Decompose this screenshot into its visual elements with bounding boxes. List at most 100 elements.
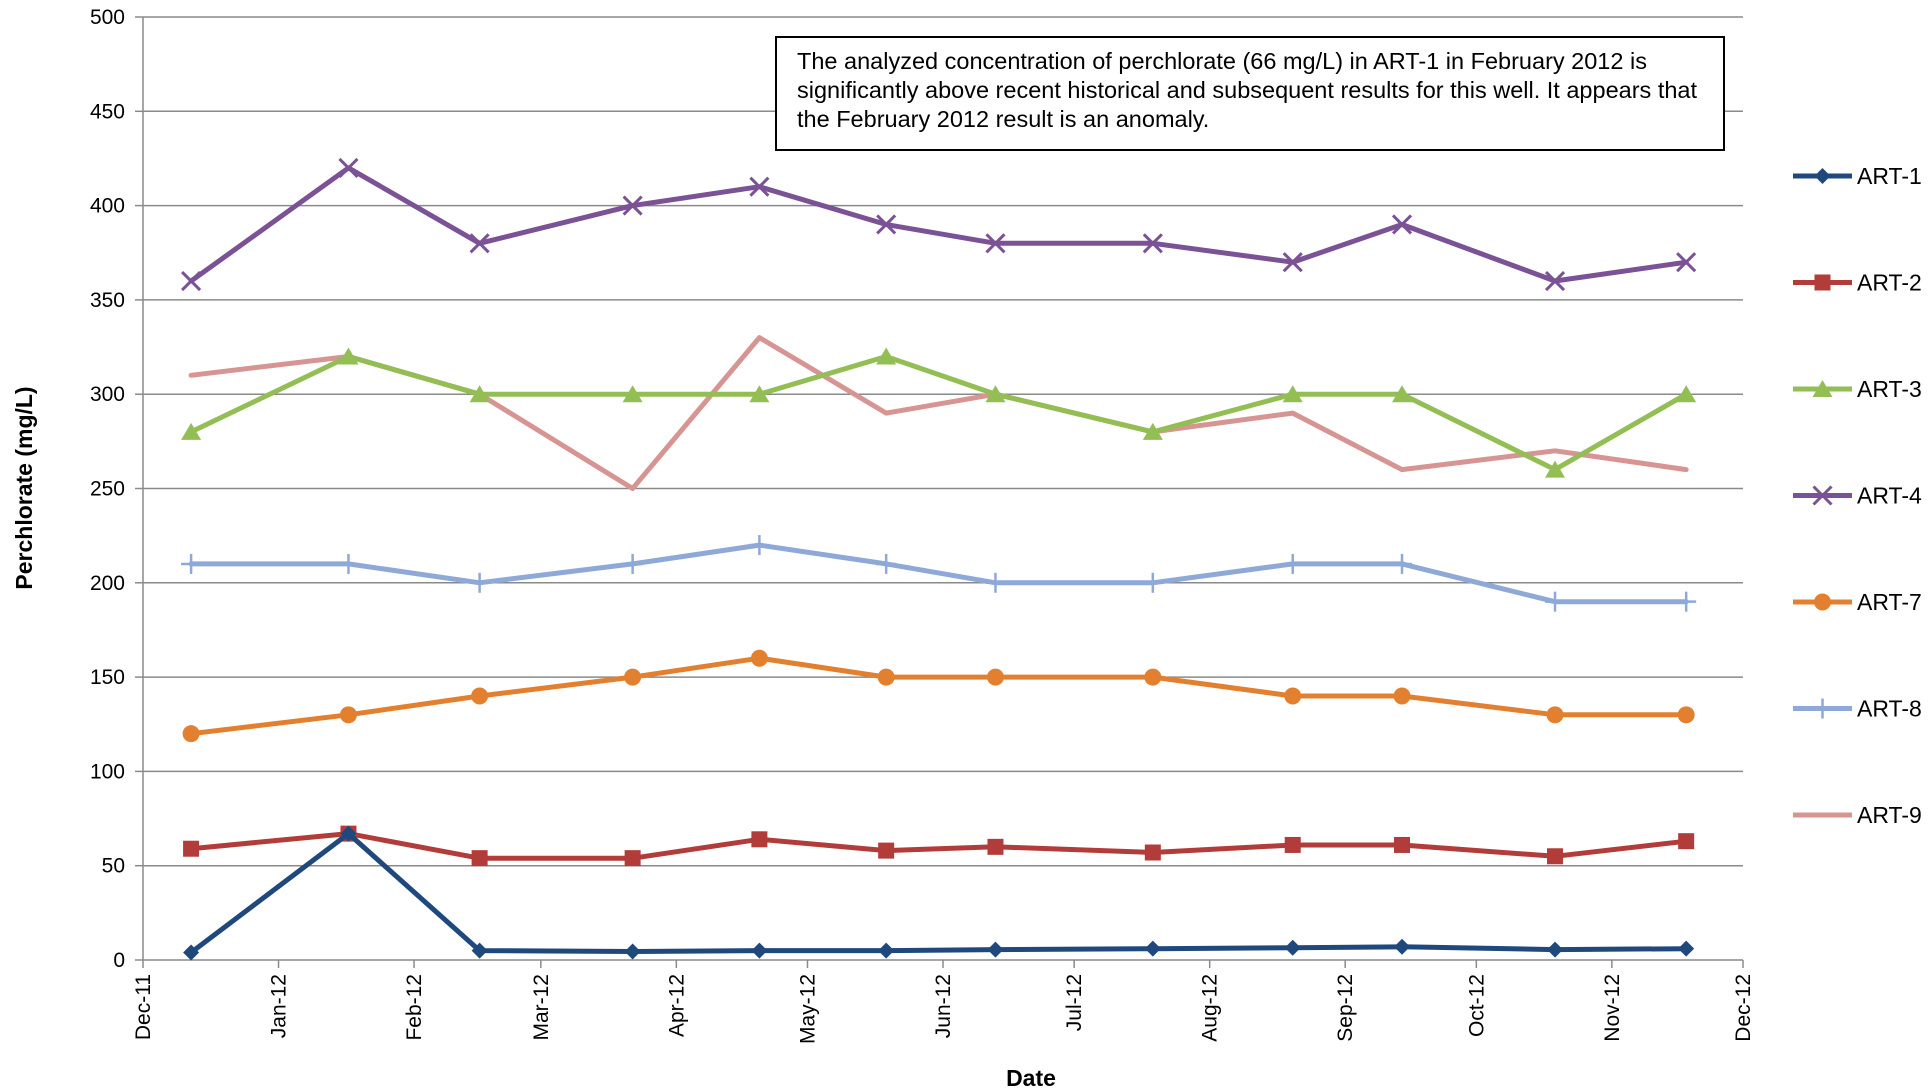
data-point-art-8 <box>1392 553 1413 574</box>
data-point-art-1 <box>624 943 641 960</box>
data-point-art-7 <box>182 725 200 743</box>
data-point-art-8 <box>1282 553 1303 574</box>
data-point-art-4 <box>985 233 1006 254</box>
legend-label-art-2: ART-2 <box>1857 270 1922 296</box>
data-point-art-3 <box>469 385 490 403</box>
marker-x <box>1812 485 1833 506</box>
data-point-art-8 <box>876 553 897 574</box>
y-tick-label: 250 <box>90 478 125 501</box>
legend-label-art-4: ART-4 <box>1857 483 1922 509</box>
data-point-art-7 <box>1546 706 1564 724</box>
data-point-art-3 <box>338 347 359 365</box>
series-line-art-2 <box>188 831 1689 861</box>
axes: 0 50 100 150 200 250 300 350 400 450 500 Dec-11 Jan-… <box>90 6 1755 1044</box>
data-point-art-1 <box>183 944 200 961</box>
y-tick-label: 50 <box>102 855 125 878</box>
data-point-art-3 <box>622 385 643 403</box>
series-lines <box>181 157 1697 961</box>
legend-item-art-9: ART-9 <box>1793 802 1922 828</box>
data-point-art-2 <box>471 850 488 867</box>
data-point-art-4 <box>1142 233 1163 254</box>
data-point-art-2 <box>751 831 768 848</box>
legend-item-art-1: ART-1 <box>1793 163 1922 189</box>
marker-diamond <box>1814 168 1831 184</box>
series-art-8 <box>181 535 1697 612</box>
marker-x-stroke <box>622 195 643 216</box>
series-line-art-3 <box>188 354 1689 473</box>
legend-label-art-3: ART-3 <box>1857 376 1922 402</box>
data-point-art-7 <box>339 706 357 724</box>
data-point-art-1 <box>1547 941 1564 958</box>
data-point-art-3 <box>1392 385 1413 403</box>
data-point-art-4 <box>1544 270 1566 292</box>
data-point-art-8 <box>985 572 1006 593</box>
marker-x-stroke <box>469 233 490 254</box>
data-point-art-7 <box>986 668 1004 686</box>
marker-triangle <box>1812 380 1833 397</box>
data-point-art-8 <box>622 553 643 574</box>
data-point-art-7 <box>471 687 489 705</box>
data-point-art-4 <box>181 270 202 292</box>
data-point-art-1 <box>751 942 768 959</box>
legend: ART-1 ART-2 ART-3 ART-4 ART-7 ART-8 ART-9 <box>1793 163 1922 828</box>
data-point-art-3 <box>1545 460 1566 478</box>
data-point-art-2 <box>624 850 641 867</box>
series-art-1 <box>183 825 1695 961</box>
x-tick-label: Sep-12 <box>1334 974 1357 1042</box>
data-point-art-4 <box>469 233 490 254</box>
marker-x-stroke <box>1812 485 1833 506</box>
data-point-art-7 <box>750 649 768 667</box>
data-point-art-1 <box>987 941 1004 958</box>
data-point-art-8 <box>1676 591 1697 612</box>
series-art-2 <box>183 825 1695 867</box>
data-point-art-8 <box>338 553 359 574</box>
data-point-art-7 <box>1677 706 1695 724</box>
y-tick-label: 150 <box>90 666 125 689</box>
annotation-text: The analyzed concentration of perchlorat… <box>797 48 1698 132</box>
data-point-art-3 <box>749 385 770 403</box>
series-line-art-4 <box>188 165 1689 284</box>
legend-item-art-2: ART-2 <box>1793 270 1922 296</box>
marker-x-stroke <box>749 176 770 197</box>
marker-square <box>1814 274 1831 291</box>
x-tick-label: May-12 <box>796 974 819 1044</box>
data-point-art-1 <box>1284 939 1301 956</box>
legend-item-art-3: ART-3 <box>1793 376 1922 402</box>
series-art-4 <box>181 157 1697 292</box>
data-point-art-3 <box>1282 385 1303 403</box>
series-line-art-7 <box>188 655 1689 737</box>
x-tick-label: Jun-12 <box>932 974 955 1038</box>
data-point-art-2 <box>1394 836 1411 853</box>
y-tick-label: 500 <box>90 6 125 29</box>
marker-x-stroke <box>1142 233 1163 254</box>
data-point-art-3 <box>181 422 202 440</box>
y-tick-label: 200 <box>90 572 125 595</box>
x-tick-label: Nov-12 <box>1601 974 1624 1042</box>
legend-item-art-4: ART-4 <box>1793 483 1922 509</box>
x-tick-label: Feb-12 <box>403 974 426 1041</box>
data-point-art-7 <box>1284 687 1302 705</box>
data-point-art-2 <box>987 838 1004 855</box>
data-point-art-4 <box>876 214 897 235</box>
x-tick-label: Dec-12 <box>1732 974 1755 1042</box>
y-tick-label: 350 <box>90 289 125 312</box>
data-point-art-3 <box>1676 385 1697 403</box>
data-point-art-2 <box>1547 848 1564 865</box>
series-art-3 <box>181 347 1697 478</box>
series-line-art-8 <box>188 542 1689 605</box>
data-point-art-3 <box>1142 422 1163 440</box>
marker-x-stroke <box>1282 252 1303 273</box>
data-point-art-2 <box>1144 844 1161 861</box>
data-point-art-4 <box>1391 214 1413 235</box>
data-point-art-2 <box>1678 833 1695 850</box>
legend-label-art-8: ART-8 <box>1857 696 1922 722</box>
marker-x-stroke <box>338 157 359 178</box>
data-point-art-4 <box>338 157 359 178</box>
marker-x-stroke <box>1391 214 1413 235</box>
legend-label-art-1: ART-1 <box>1857 163 1922 189</box>
data-point-art-1 <box>1144 940 1161 957</box>
x-tick-label: Jul-12 <box>1063 974 1086 1031</box>
y-tick-label: 0 <box>113 949 125 972</box>
